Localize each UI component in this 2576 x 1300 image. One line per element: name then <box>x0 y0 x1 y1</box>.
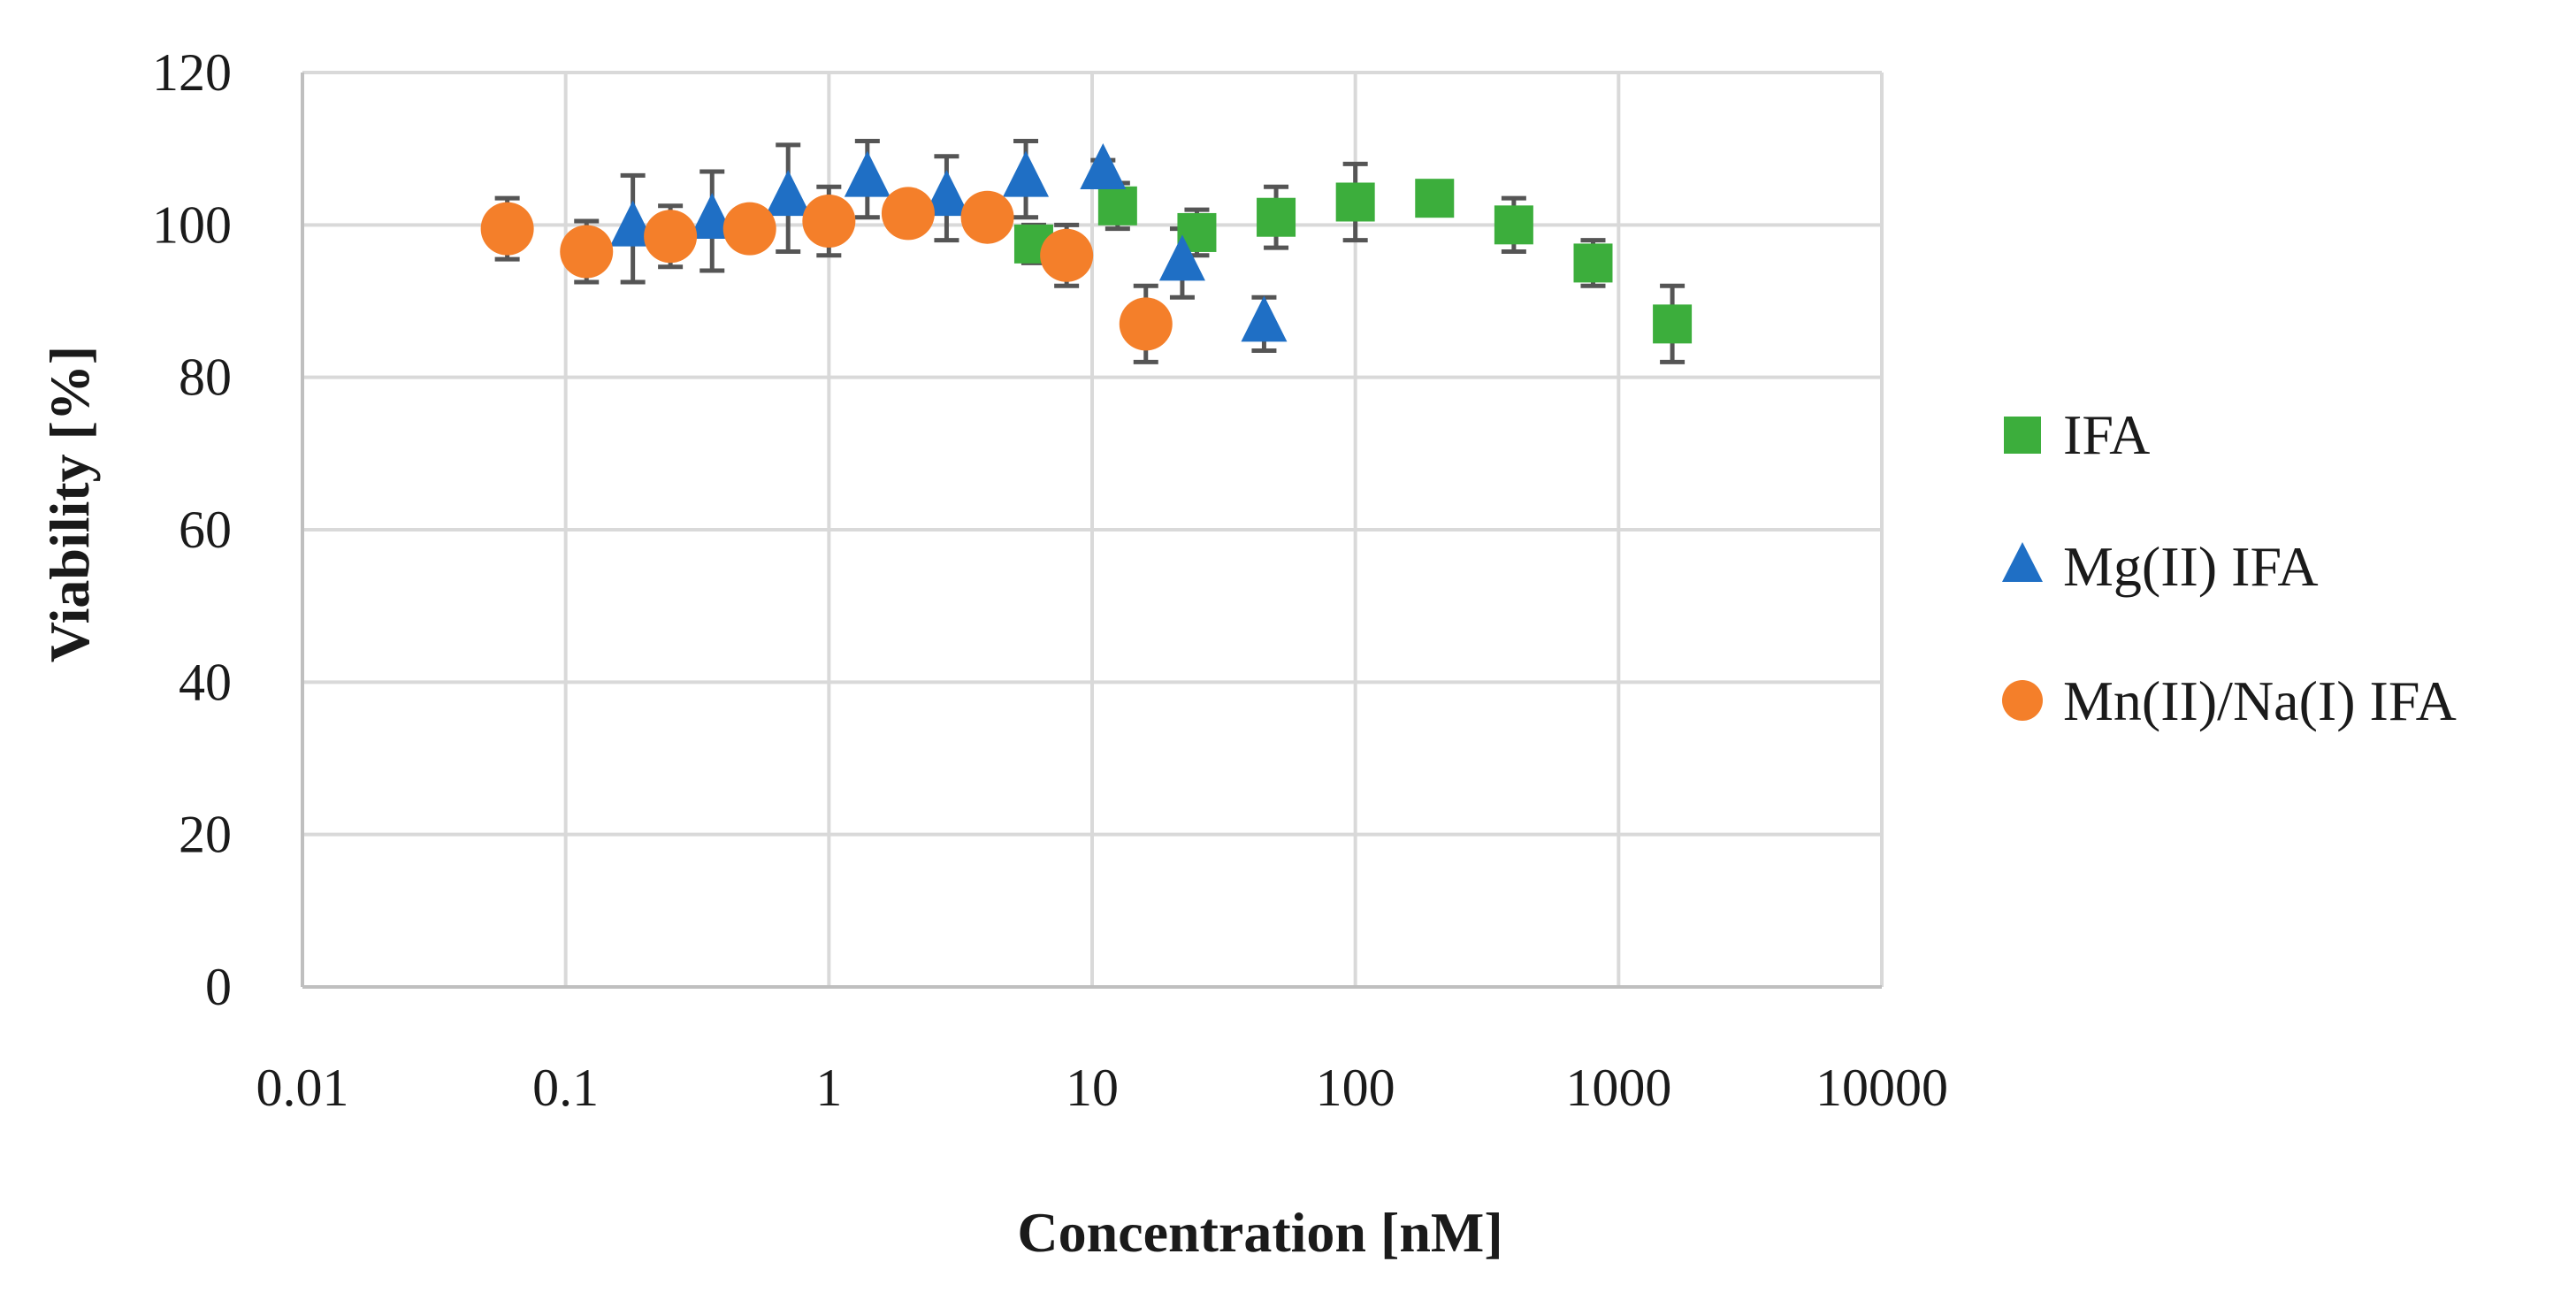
mg-ifa-point <box>923 170 970 217</box>
mn-na-ifa-point <box>881 187 935 241</box>
mg-ifa-point <box>1241 295 1288 342</box>
mn-na-ifa-point <box>644 210 698 264</box>
x-tick-label: 10000 <box>1815 1059 1948 1117</box>
mn-na-ifa-point <box>1119 297 1173 351</box>
x-tick-label: 10 <box>1066 1059 1119 1117</box>
legend-marker-circle <box>2002 680 2043 721</box>
y-tick-label: 80 <box>179 348 232 407</box>
ifa-point <box>1097 186 1137 226</box>
y-tick-label: 20 <box>179 806 232 864</box>
x-tick-label: 0.1 <box>532 1059 599 1117</box>
x-tick-label: 100 <box>1316 1059 1395 1117</box>
legend-item-ifa: IFA <box>2004 403 2150 466</box>
ifa-point <box>1494 205 1533 245</box>
mg-ifa-point <box>1158 234 1205 281</box>
ifa-point <box>1653 304 1693 344</box>
y-tick-label: 100 <box>152 195 232 254</box>
y-tick-label: 0 <box>205 958 232 1016</box>
mg-ifa-point <box>844 150 891 197</box>
y-tick-label: 60 <box>179 501 232 559</box>
mn-na-ifa-point <box>960 190 1014 244</box>
mg-ifa-point <box>1080 143 1127 190</box>
legend-label-ifa: IFA <box>2063 403 2150 466</box>
axes <box>301 73 1882 989</box>
mg-ifa-point <box>765 170 812 217</box>
y-tick-label: 120 <box>152 43 232 102</box>
x-tick-label: 1 <box>815 1059 842 1117</box>
grid <box>302 71 1884 987</box>
x-tick-label: 0.01 <box>256 1059 349 1117</box>
x-tick-label: 1000 <box>1565 1059 1671 1117</box>
ifa-point <box>1335 182 1375 222</box>
mn-na-ifa-point <box>560 225 614 279</box>
data-markers <box>480 143 1693 351</box>
legend-label-mg-ifa: Mg(II) IFA <box>2063 535 2319 598</box>
mn-na-ifa-point <box>722 202 776 256</box>
mn-na-ifa-point <box>802 195 856 249</box>
ifa-point <box>1415 179 1455 218</box>
x-axis-title: Concentration [nM] <box>1017 1201 1502 1264</box>
legend-item-mg-ifa: Mg(II) IFA <box>2002 535 2319 598</box>
mg-ifa-point <box>1003 150 1050 197</box>
legend: IFA Mg(II) IFA Mn(II)/Na(I) IFA <box>2002 403 2457 732</box>
tick-labels: 0.01 0.1 1 10 100 1000 10000 0 20 40 60 80 100 120 <box>152 43 1948 1117</box>
ifa-point <box>1573 243 1613 283</box>
mn-na-ifa-point <box>480 202 534 256</box>
y-axis-title: Viability [%] <box>38 346 101 663</box>
legend-item-mn-na-ifa: Mn(II)/Na(I) IFA <box>2002 669 2457 732</box>
y-tick-label: 40 <box>179 653 232 711</box>
legend-label-mn-na-ifa: Mn(II)/Na(I) IFA <box>2063 669 2457 732</box>
legend-marker-triangle <box>2002 542 2043 582</box>
legend-marker-square <box>2004 417 2041 454</box>
mn-na-ifa-point <box>1040 228 1094 282</box>
ifa-point <box>1257 197 1296 237</box>
